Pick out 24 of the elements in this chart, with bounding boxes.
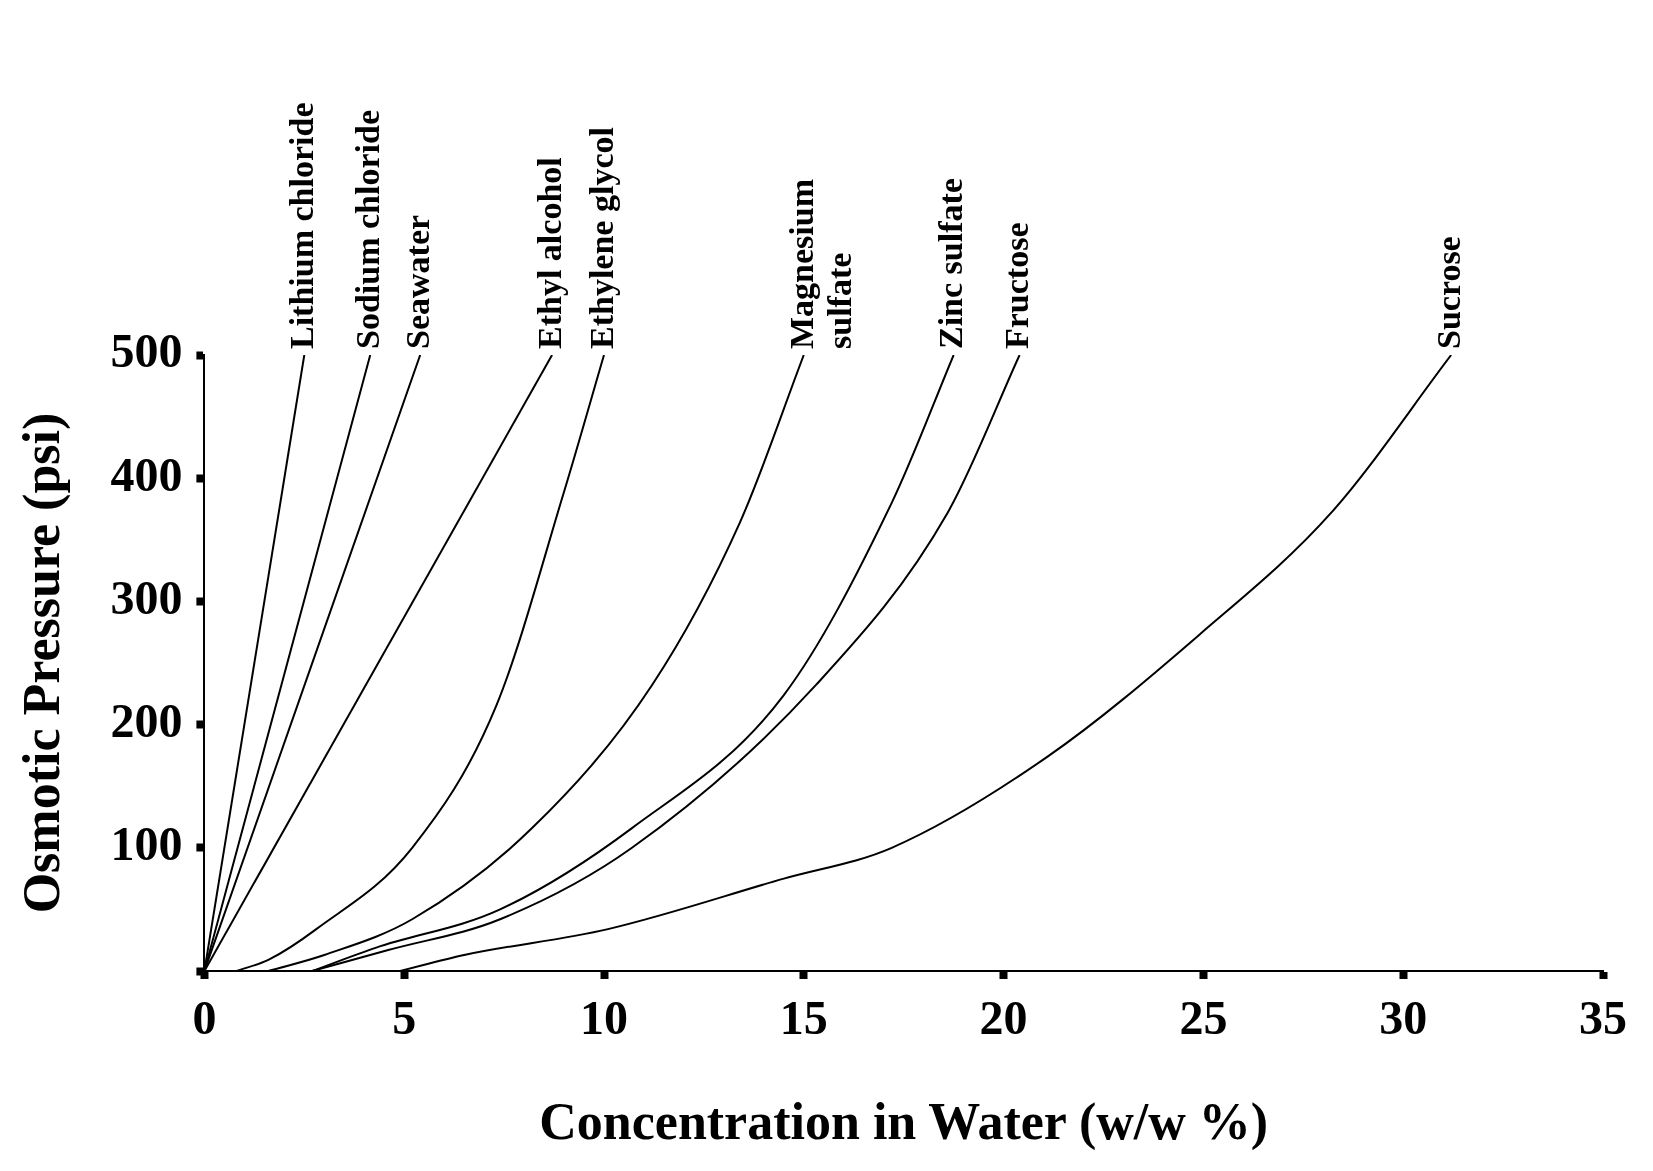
x-tick-label: 25 xyxy=(1179,991,1228,1045)
text: Magnesium sulfate xyxy=(782,179,858,349)
x-axis-title: Concentration in Water (w/w %) xyxy=(539,1093,1269,1152)
text: Sodium chloride xyxy=(349,110,387,349)
text: Ethylene glycol xyxy=(582,127,620,349)
y-tick-label: 400 xyxy=(110,447,183,501)
y-axis-title: Osmotic Pressure (psi) xyxy=(12,412,71,914)
text: Ethyl alcohol xyxy=(530,157,568,349)
x-tick-label: 15 xyxy=(779,991,828,1045)
y-tick-label: 300 xyxy=(110,570,183,624)
y-tick-label: 500 xyxy=(110,324,183,378)
text: Zinc sulfate xyxy=(932,178,970,349)
x-tick-label: 10 xyxy=(580,991,628,1045)
text: Sucrose xyxy=(1429,236,1467,349)
y-tick-label: 200 xyxy=(110,694,183,748)
x-tick-label: 35 xyxy=(1579,991,1627,1045)
x-tick-label: 5 xyxy=(392,991,417,1045)
x-tick-label: 30 xyxy=(1379,991,1428,1045)
text: Lithium chloride xyxy=(283,102,321,349)
y-tick-label: 100 xyxy=(110,817,183,871)
text: Seawater xyxy=(398,214,436,349)
text: Fructose xyxy=(998,222,1036,349)
x-tick-label: 20 xyxy=(979,991,1028,1045)
x-tick-label: 0 xyxy=(192,991,217,1045)
